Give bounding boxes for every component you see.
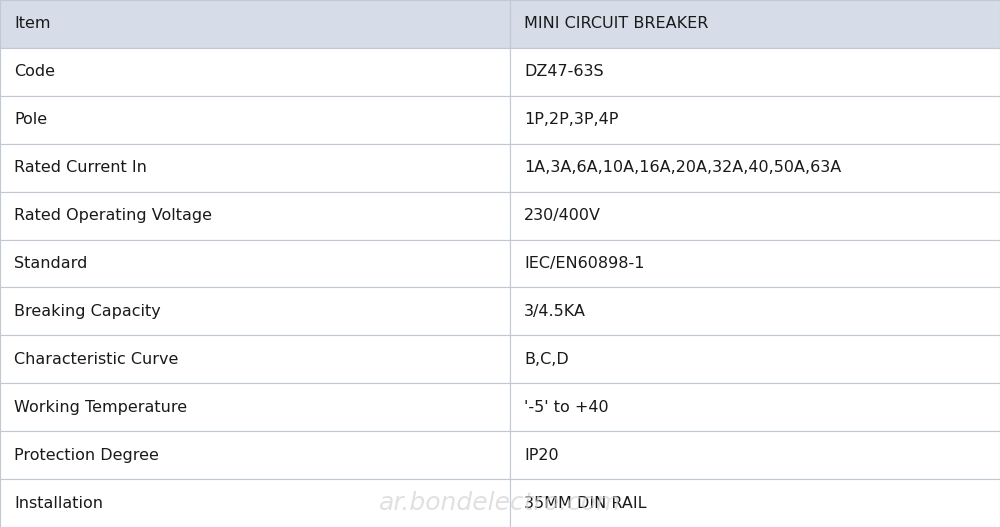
Bar <box>510 287 1000 335</box>
Bar <box>0 192 510 240</box>
Bar <box>0 479 510 527</box>
Text: 1A,3A,6A,10A,16A,20A,32A,40,50A,63A: 1A,3A,6A,10A,16A,20A,32A,40,50A,63A <box>524 160 841 175</box>
Text: Installation: Installation <box>14 495 103 511</box>
Text: IP20: IP20 <box>524 447 559 463</box>
Text: ar.bondelectro.com: ar.bondelectro.com <box>379 491 621 515</box>
Text: Standard: Standard <box>14 256 87 271</box>
Text: Rated Current In: Rated Current In <box>14 160 147 175</box>
Text: 35MM DIN RAIL: 35MM DIN RAIL <box>524 495 646 511</box>
Text: Pole: Pole <box>14 112 47 128</box>
Bar <box>0 144 510 192</box>
Text: '-5' to +40: '-5' to +40 <box>524 399 609 415</box>
Bar <box>510 192 1000 240</box>
Bar <box>0 287 510 335</box>
Bar <box>0 335 510 383</box>
Bar <box>510 48 1000 96</box>
Text: Code: Code <box>14 64 55 80</box>
Text: Working Temperature: Working Temperature <box>14 399 187 415</box>
Text: Protection Degree: Protection Degree <box>14 447 159 463</box>
Bar <box>0 240 510 287</box>
Bar <box>510 144 1000 192</box>
Bar <box>510 96 1000 144</box>
Bar <box>510 431 1000 479</box>
Text: 3/4.5KA: 3/4.5KA <box>524 304 586 319</box>
Bar <box>510 0 1000 48</box>
Text: Item: Item <box>14 16 50 32</box>
Bar <box>510 383 1000 431</box>
Text: Rated Operating Voltage: Rated Operating Voltage <box>14 208 212 223</box>
Bar <box>0 48 510 96</box>
Text: Breaking Capacity: Breaking Capacity <box>14 304 161 319</box>
Text: B,C,D: B,C,D <box>524 352 569 367</box>
Bar <box>0 96 510 144</box>
Text: IEC/EN60898-1: IEC/EN60898-1 <box>524 256 644 271</box>
Bar <box>510 240 1000 287</box>
Text: 230/400V: 230/400V <box>524 208 601 223</box>
Text: DZ47-63S: DZ47-63S <box>524 64 604 80</box>
Text: MINI CIRCUIT BREAKER: MINI CIRCUIT BREAKER <box>524 16 708 32</box>
Bar <box>0 431 510 479</box>
Bar <box>0 0 510 48</box>
Bar <box>0 383 510 431</box>
Bar <box>510 335 1000 383</box>
Text: 1P,2P,3P,4P: 1P,2P,3P,4P <box>524 112 618 128</box>
Text: Characteristic Curve: Characteristic Curve <box>14 352 178 367</box>
Bar <box>510 479 1000 527</box>
